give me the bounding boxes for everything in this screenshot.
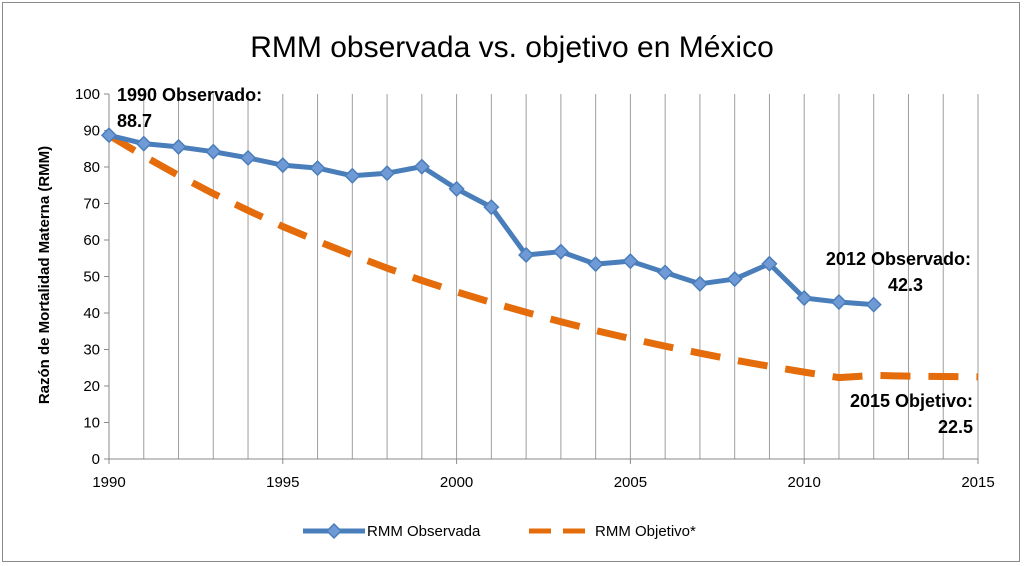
y-tick-label: 30 — [83, 342, 100, 359]
y-tick-label: 70 — [83, 196, 100, 213]
y-tick-label: 10 — [83, 415, 100, 432]
observada-point-2012 — [867, 298, 881, 312]
y-tick-label: 80 — [83, 159, 100, 176]
y-tick-label: 20 — [83, 378, 100, 395]
observada-point-1996 — [311, 161, 325, 175]
x-tick-label: 2005 — [614, 474, 647, 491]
observada-point-2008 — [728, 272, 742, 286]
observada-point-2003 — [554, 245, 568, 259]
y-tick-label: 60 — [83, 232, 100, 249]
legend-objetivo-label: RMM Objetivo* — [595, 523, 696, 540]
observada-point-2011 — [832, 295, 846, 309]
legend-observada-label: RMM Observada — [367, 523, 481, 540]
observada-point-1992 — [172, 140, 186, 154]
x-tick-label: 1995 — [266, 474, 299, 491]
annotation-2015-value: 22.5 — [938, 417, 973, 437]
y-tick-label: 50 — [83, 269, 100, 286]
legend-observada-marker — [327, 524, 341, 538]
y-tick-label: 100 — [75, 86, 100, 103]
chart-title: RMM observada vs. objetivo en México — [250, 31, 774, 64]
observada-point-1998 — [380, 166, 394, 180]
observada-point-1994 — [241, 151, 255, 165]
observada-point-2006 — [658, 265, 672, 279]
annotation-1990-value: 88.7 — [117, 111, 152, 131]
y-axis-label: Razón de Mortalidad Materna (RMM) — [36, 146, 53, 404]
gridlines — [109, 94, 978, 459]
x-tick-label: 1990 — [92, 474, 125, 491]
annotation-2012-label: 2012 Observado: — [826, 249, 971, 269]
y-tick-label: 90 — [83, 123, 100, 140]
y-tick-label: 0 — [92, 451, 100, 468]
observada-point-1995 — [276, 158, 290, 172]
observada-point-2007 — [693, 277, 707, 291]
annotations: 1990 Observado: 88.7 2012 Observado: 42.… — [117, 85, 973, 437]
x-tick-label: 2015 — [961, 474, 994, 491]
annotation-1990-label: 1990 Observado: — [117, 85, 262, 105]
observada-point-2005 — [623, 254, 637, 268]
observada-point-1993 — [206, 145, 220, 159]
x-tick-label: 2010 — [788, 474, 821, 491]
y-tick-label: 40 — [83, 305, 100, 322]
observada-point-1991 — [137, 137, 151, 151]
x-tick-label: 2000 — [440, 474, 473, 491]
y-tick-labels: 0 10 20 30 40 50 60 70 80 90 100 — [75, 86, 100, 468]
legend: RMM Observada RMM Objetivo* — [303, 523, 696, 540]
chart: RMM observada vs. objetivo en México Raz… — [3, 3, 1021, 563]
annotation-2012-value: 42.3 — [888, 275, 923, 295]
x-tick-labels: 1990 1995 2000 2005 2010 2015 — [92, 474, 994, 491]
observada-point-1997 — [345, 169, 359, 183]
observada-point-2004 — [589, 257, 603, 271]
annotation-2015-label: 2015 Objetivo: — [850, 391, 973, 411]
axes — [104, 94, 978, 464]
